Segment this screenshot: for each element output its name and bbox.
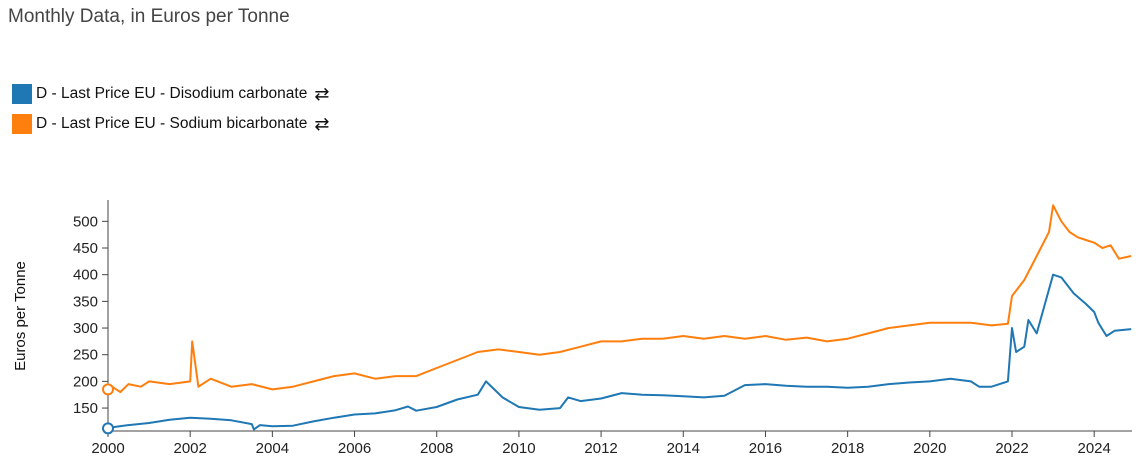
x-axis: 2000 2002 2004 2006 2008 2010 2012 2014 2016 2018… bbox=[91, 430, 1132, 457]
x-tick-label: 2004 bbox=[256, 440, 289, 457]
x-tick-label: 2002 bbox=[173, 440, 206, 457]
x-tick-label: 2024 bbox=[1078, 440, 1111, 457]
y-tick-label: 200 bbox=[73, 373, 98, 390]
series-layer bbox=[102, 204, 1132, 435]
x-tick-label: 2010 bbox=[502, 440, 535, 457]
y-axis: 150 200 250 300 350 400 450 500 bbox=[73, 200, 109, 431]
legend: D - Last Price EU - Disodium carbonate ⇄… bbox=[12, 79, 329, 139]
legend-label-disodium-carbonate: D - Last Price EU - Disodium carbonate bbox=[36, 85, 308, 102]
series-start-marker[interactable] bbox=[102, 383, 114, 396]
y-tick-label: 400 bbox=[73, 267, 98, 284]
y-tick-label: 500 bbox=[73, 213, 98, 230]
x-tick-label: 2006 bbox=[338, 440, 371, 457]
series-line-d-last-price-eu-disodium-carbonate bbox=[107, 273, 1132, 431]
x-tick-label: 2012 bbox=[584, 440, 617, 457]
x-tick-label: 2022 bbox=[995, 440, 1028, 457]
x-tick-label: 2020 bbox=[913, 440, 946, 457]
y-tick-label: 300 bbox=[73, 320, 98, 337]
x-tick-label: 2016 bbox=[749, 440, 782, 457]
legend-swatch-sodium-bicarbonate bbox=[12, 114, 32, 134]
y-axis-title: Euros per Tonne bbox=[12, 261, 29, 371]
swap-arrows-icon[interactable]: ⇄ bbox=[314, 113, 330, 134]
swap-arrows-icon[interactable]: ⇄ bbox=[314, 83, 330, 104]
y-tick-label: 150 bbox=[73, 400, 98, 417]
y-tick-label: 350 bbox=[73, 293, 98, 310]
legend-item-disodium-carbonate[interactable]: D - Last Price EU - Disodium carbonate ⇄ bbox=[12, 79, 329, 109]
x-tick-label: 2008 bbox=[420, 440, 453, 457]
series-start-marker[interactable] bbox=[102, 422, 114, 435]
x-tick-label: 2018 bbox=[831, 440, 864, 457]
legend-item-sodium-bicarbonate[interactable]: D - Last Price EU - Sodium bicarbonate ⇄ bbox=[12, 109, 329, 139]
legend-label-sodium-bicarbonate: D - Last Price EU - Sodium bicarbonate bbox=[36, 115, 308, 132]
y-tick-label: 250 bbox=[73, 347, 98, 364]
y-tick-label: 450 bbox=[73, 240, 98, 257]
series-line-d-last-price-eu-sodium-bicarbonate bbox=[107, 204, 1132, 394]
legend-swatch-disodium-carbonate bbox=[12, 84, 32, 104]
x-tick-label: 2000 bbox=[91, 440, 124, 457]
x-tick-label: 2014 bbox=[667, 440, 700, 457]
chart-subtitle: Monthly Data, in Euros per Tonne bbox=[8, 6, 290, 27]
